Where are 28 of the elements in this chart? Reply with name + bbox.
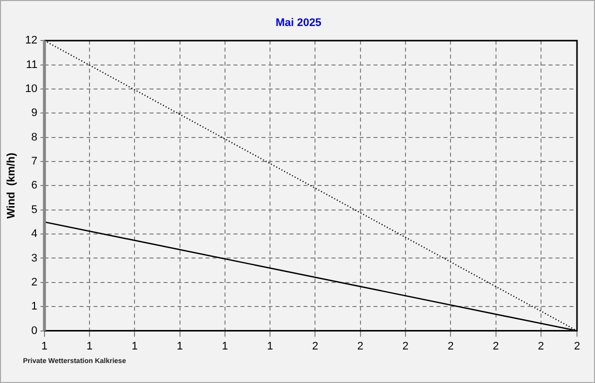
y-tick-label: 3 bbox=[31, 252, 38, 264]
x-tick-label: 2 bbox=[402, 340, 409, 352]
y-tick-label: 2 bbox=[31, 276, 38, 288]
y-tick-label: 12 bbox=[25, 34, 38, 47]
x-tick-label: 2 bbox=[538, 340, 544, 352]
y-tick-label: 10 bbox=[25, 83, 38, 95]
y-axis-title: Wind (km/h) bbox=[6, 152, 18, 219]
y-tick-label: 8 bbox=[31, 131, 38, 144]
y-tick-label: 0 bbox=[31, 324, 38, 337]
y-tick-label: 4 bbox=[31, 228, 38, 240]
x-tick-label: 2 bbox=[574, 340, 580, 352]
x-tick-label: 1 bbox=[132, 340, 138, 352]
y-tick-label: 11 bbox=[26, 58, 38, 71]
y-tick-label: 6 bbox=[31, 180, 38, 192]
y-tick-label: 1 bbox=[31, 300, 38, 313]
y-tick-label: 7 bbox=[31, 156, 38, 168]
x-tick-label: 1 bbox=[176, 340, 183, 352]
x-tick-label: 1 bbox=[86, 340, 93, 352]
x-tick-label: 2 bbox=[448, 340, 454, 352]
x-tick-label: 1 bbox=[41, 340, 48, 352]
x-tick-label: 1 bbox=[267, 340, 274, 352]
x-tick-label: 2 bbox=[312, 340, 318, 352]
x-tick-label: 2 bbox=[357, 340, 364, 352]
x-tick-label: 2 bbox=[492, 340, 499, 352]
x-tick-label: 1 bbox=[222, 340, 228, 352]
chart-title: Mai 2025 bbox=[274, 17, 322, 29]
y-tick-label: 5 bbox=[31, 204, 38, 216]
y-tick-label: 9 bbox=[31, 107, 38, 120]
